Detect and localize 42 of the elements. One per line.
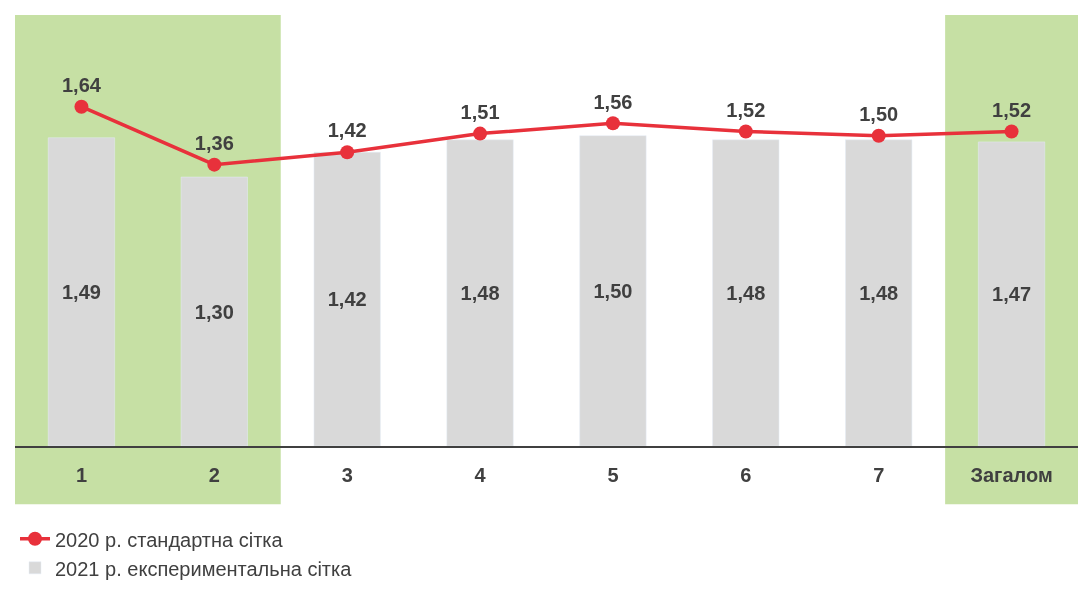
point xyxy=(738,124,753,139)
point xyxy=(1004,124,1019,139)
bar xyxy=(978,141,1046,446)
data-label: 1,50 xyxy=(859,102,899,125)
bar xyxy=(712,139,780,446)
point xyxy=(74,99,89,114)
data-label: 1,48 xyxy=(859,281,899,304)
data-label: 1,36 xyxy=(194,131,234,154)
data-label: 1,42 xyxy=(327,288,367,311)
data-label: 1,42 xyxy=(327,119,367,142)
bar xyxy=(845,139,913,446)
x-tick-label: 3 xyxy=(341,464,353,486)
point xyxy=(207,157,222,172)
data-label: 1,64 xyxy=(61,73,102,96)
point xyxy=(340,145,355,160)
x-tick-label: 7 xyxy=(873,464,885,486)
data-label: 1,51 xyxy=(460,100,500,123)
point xyxy=(473,126,488,141)
data-label: 1,48 xyxy=(460,281,500,304)
bar xyxy=(47,137,115,446)
legend-label: 2020 р. стандартна сітка xyxy=(55,528,284,551)
data-label: 1,49 xyxy=(61,280,101,303)
data-label: 1,47 xyxy=(992,282,1032,305)
bar xyxy=(579,135,647,446)
bar xyxy=(180,176,248,446)
x-tick-label: 2 xyxy=(208,464,220,486)
x-tick-label: Загалом xyxy=(970,464,1053,486)
point xyxy=(871,128,886,143)
data-label: 1,48 xyxy=(726,281,766,304)
legend-label: 2021 р. експериментальна сітка xyxy=(55,557,353,580)
x-tick-label: 1 xyxy=(75,464,87,486)
data-label: 1,52 xyxy=(992,98,1032,121)
data-label: 1,50 xyxy=(593,279,633,302)
bar xyxy=(313,151,381,446)
x-tick-label: 6 xyxy=(740,464,752,486)
data-label: 1,56 xyxy=(593,90,633,113)
x-tick-label: 5 xyxy=(607,464,619,486)
data-label: 1,52 xyxy=(726,98,766,121)
x-tick-label: 4 xyxy=(474,464,487,486)
point xyxy=(605,116,620,131)
data-label: 1,30 xyxy=(194,300,234,323)
bar xyxy=(446,139,514,446)
